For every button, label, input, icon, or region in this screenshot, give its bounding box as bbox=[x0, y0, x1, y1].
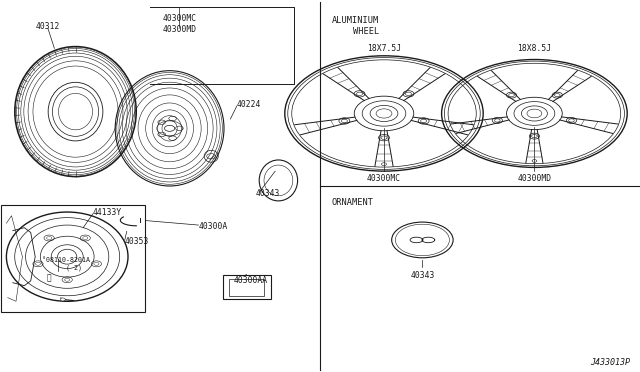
Text: 40353: 40353 bbox=[125, 237, 149, 246]
Text: Ⓑ: Ⓑ bbox=[46, 273, 51, 282]
Text: 40224: 40224 bbox=[237, 100, 261, 109]
Text: J433013P: J433013P bbox=[590, 358, 630, 367]
Text: 40300MC: 40300MC bbox=[367, 174, 401, 183]
Circle shape bbox=[60, 298, 65, 301]
Text: 18X7.5J: 18X7.5J bbox=[367, 44, 401, 53]
Text: 40300MC
40300MD: 40300MC 40300MD bbox=[162, 15, 196, 34]
Text: 40343: 40343 bbox=[410, 271, 435, 280]
Text: °08110-8201A
      ( 2): °08110-8201A ( 2) bbox=[42, 257, 90, 271]
Text: 18X8.5J: 18X8.5J bbox=[517, 44, 552, 53]
Bar bbox=[223, 275, 271, 299]
Text: 40312: 40312 bbox=[36, 22, 60, 31]
Text: 40300MD: 40300MD bbox=[517, 174, 552, 183]
Text: 44133Y: 44133Y bbox=[93, 208, 122, 217]
Text: 40343: 40343 bbox=[256, 189, 280, 198]
Bar bbox=[229, 279, 264, 296]
Text: ORNAMENT: ORNAMENT bbox=[332, 198, 374, 207]
Text: 40300A: 40300A bbox=[198, 222, 228, 231]
Bar bbox=[1, 205, 145, 312]
Text: 40300AA: 40300AA bbox=[234, 276, 268, 285]
Text: ALUMINIUM
    WHEEL: ALUMINIUM WHEEL bbox=[332, 16, 379, 36]
